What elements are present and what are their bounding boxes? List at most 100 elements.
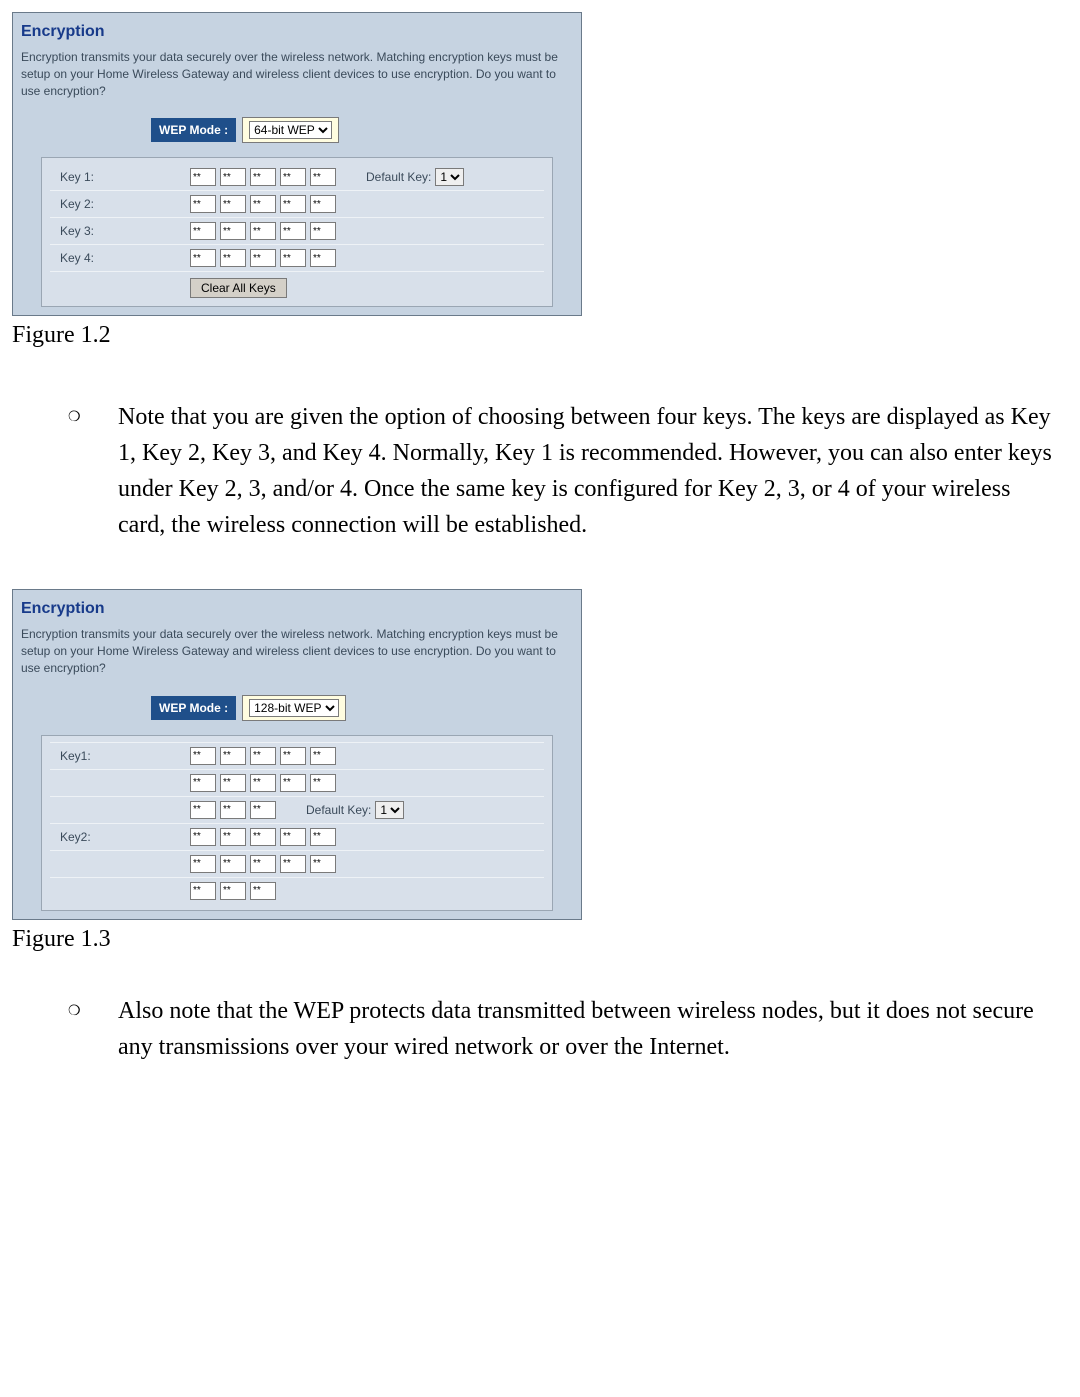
key-input[interactable] xyxy=(280,774,306,792)
default-key-select[interactable]: 1 xyxy=(375,801,404,819)
encryption-panel-64: Encryption Encryption transmits your dat… xyxy=(12,12,582,316)
key-input[interactable] xyxy=(220,774,246,792)
wep-mode-select-wrap: 128-bit WEP xyxy=(242,695,346,721)
key-input[interactable] xyxy=(280,828,306,846)
key-row-1a: Key1: xyxy=(50,742,544,769)
clear-row: Clear All Keys xyxy=(50,271,544,300)
key-input[interactable] xyxy=(250,249,276,267)
key-input[interactable] xyxy=(280,222,306,240)
default-key-label: Default Key: xyxy=(366,170,431,184)
wep-mode-label: WEP Mode : xyxy=(151,118,236,142)
key-row-4: Key 4: xyxy=(50,244,544,271)
key-input[interactable] xyxy=(250,168,276,186)
key-input[interactable] xyxy=(190,882,216,900)
key-inputs xyxy=(190,828,336,846)
default-key: Default Key: 1 xyxy=(306,801,404,819)
wep-mode-select[interactable]: 128-bit WEP xyxy=(249,699,339,717)
key-row-1c: Default Key: 1 xyxy=(50,796,544,823)
clear-all-keys-button[interactable]: Clear All Keys xyxy=(190,278,287,298)
panel-title: Encryption xyxy=(21,23,573,41)
key-label: Key 3: xyxy=(50,224,190,238)
key-input[interactable] xyxy=(280,855,306,873)
key-input[interactable] xyxy=(190,195,216,213)
key-input[interactable] xyxy=(220,249,246,267)
key-input[interactable] xyxy=(190,222,216,240)
key-input[interactable] xyxy=(250,195,276,213)
body-paragraph-1: ❍ Note that you are given the option of … xyxy=(68,399,1058,543)
key-row-3: Key 3: xyxy=(50,217,544,244)
key-label: Key2: xyxy=(50,830,190,844)
figure-caption: Figure 1.3 xyxy=(12,926,1068,953)
figure-caption: Figure 1.2 xyxy=(12,322,1068,349)
key-input[interactable] xyxy=(220,747,246,765)
key-inputs xyxy=(190,855,336,873)
wep-mode-label: WEP Mode : xyxy=(151,696,236,720)
key-input[interactable] xyxy=(310,168,336,186)
key-input[interactable] xyxy=(310,828,336,846)
key-input[interactable] xyxy=(220,882,246,900)
default-key: Default Key: 1 xyxy=(366,168,464,186)
wep-mode-row: WEP Mode : 64-bit WEP xyxy=(151,117,573,143)
key-input[interactable] xyxy=(310,249,336,267)
wep-mode-select-wrap: 64-bit WEP xyxy=(242,117,339,143)
key-input[interactable] xyxy=(250,882,276,900)
key-input[interactable] xyxy=(250,747,276,765)
paragraph-text: Note that you are given the option of ch… xyxy=(118,399,1058,543)
wep-mode-row: WEP Mode : 128-bit WEP xyxy=(151,695,573,721)
key-input[interactable] xyxy=(250,828,276,846)
key-input[interactable] xyxy=(310,855,336,873)
bullet-icon: ❍ xyxy=(68,993,118,1065)
key-row-2b xyxy=(50,850,544,877)
key-input[interactable] xyxy=(220,801,246,819)
key-label: Key1: xyxy=(50,749,190,763)
key-row-1b xyxy=(50,769,544,796)
key-input[interactable] xyxy=(310,222,336,240)
key-input[interactable] xyxy=(250,222,276,240)
key-label: Key 1: xyxy=(50,170,190,184)
key-row-2c xyxy=(50,877,544,904)
wep-mode-select[interactable]: 64-bit WEP xyxy=(249,121,332,139)
key-inputs xyxy=(190,249,336,267)
key-label: Key 4: xyxy=(50,251,190,265)
key-input[interactable] xyxy=(190,774,216,792)
key-input[interactable] xyxy=(220,855,246,873)
key-input[interactable] xyxy=(310,774,336,792)
key-inputs xyxy=(190,774,336,792)
bullet-icon: ❍ xyxy=(68,399,118,543)
key-input[interactable] xyxy=(250,855,276,873)
paragraph-text: Also note that the WEP protects data tra… xyxy=(118,993,1058,1065)
key-input[interactable] xyxy=(250,774,276,792)
key-input[interactable] xyxy=(310,195,336,213)
panel-description: Encryption transmits your data securely … xyxy=(21,626,573,676)
key-input[interactable] xyxy=(280,195,306,213)
keys-box: Key 1: Default Key: 1 Key 2: xyxy=(41,157,553,307)
key-row-2: Key 2: xyxy=(50,190,544,217)
key-input[interactable] xyxy=(280,747,306,765)
key-row-2a: Key2: xyxy=(50,823,544,850)
key-input[interactable] xyxy=(250,801,276,819)
key-input[interactable] xyxy=(220,168,246,186)
key-input[interactable] xyxy=(190,168,216,186)
body-paragraph-2: ❍ Also note that the WEP protects data t… xyxy=(68,993,1058,1065)
key-input[interactable] xyxy=(280,168,306,186)
key-input[interactable] xyxy=(190,801,216,819)
key-input[interactable] xyxy=(220,222,246,240)
key-input[interactable] xyxy=(220,828,246,846)
key-inputs xyxy=(190,168,336,186)
keys-box: Key1: xyxy=(41,735,553,911)
default-key-select[interactable]: 1 xyxy=(435,168,464,186)
key-input[interactable] xyxy=(190,249,216,267)
key-label: Key 2: xyxy=(50,197,190,211)
key-input[interactable] xyxy=(280,249,306,267)
default-key-label: Default Key: xyxy=(306,803,371,817)
key-inputs xyxy=(190,801,276,819)
key-input[interactable] xyxy=(190,828,216,846)
key-input[interactable] xyxy=(220,195,246,213)
key-input[interactable] xyxy=(190,855,216,873)
key-inputs xyxy=(190,222,336,240)
key-inputs xyxy=(190,195,336,213)
panel-title: Encryption xyxy=(21,600,573,618)
key-input[interactable] xyxy=(310,747,336,765)
key-inputs xyxy=(190,882,276,900)
key-input[interactable] xyxy=(190,747,216,765)
